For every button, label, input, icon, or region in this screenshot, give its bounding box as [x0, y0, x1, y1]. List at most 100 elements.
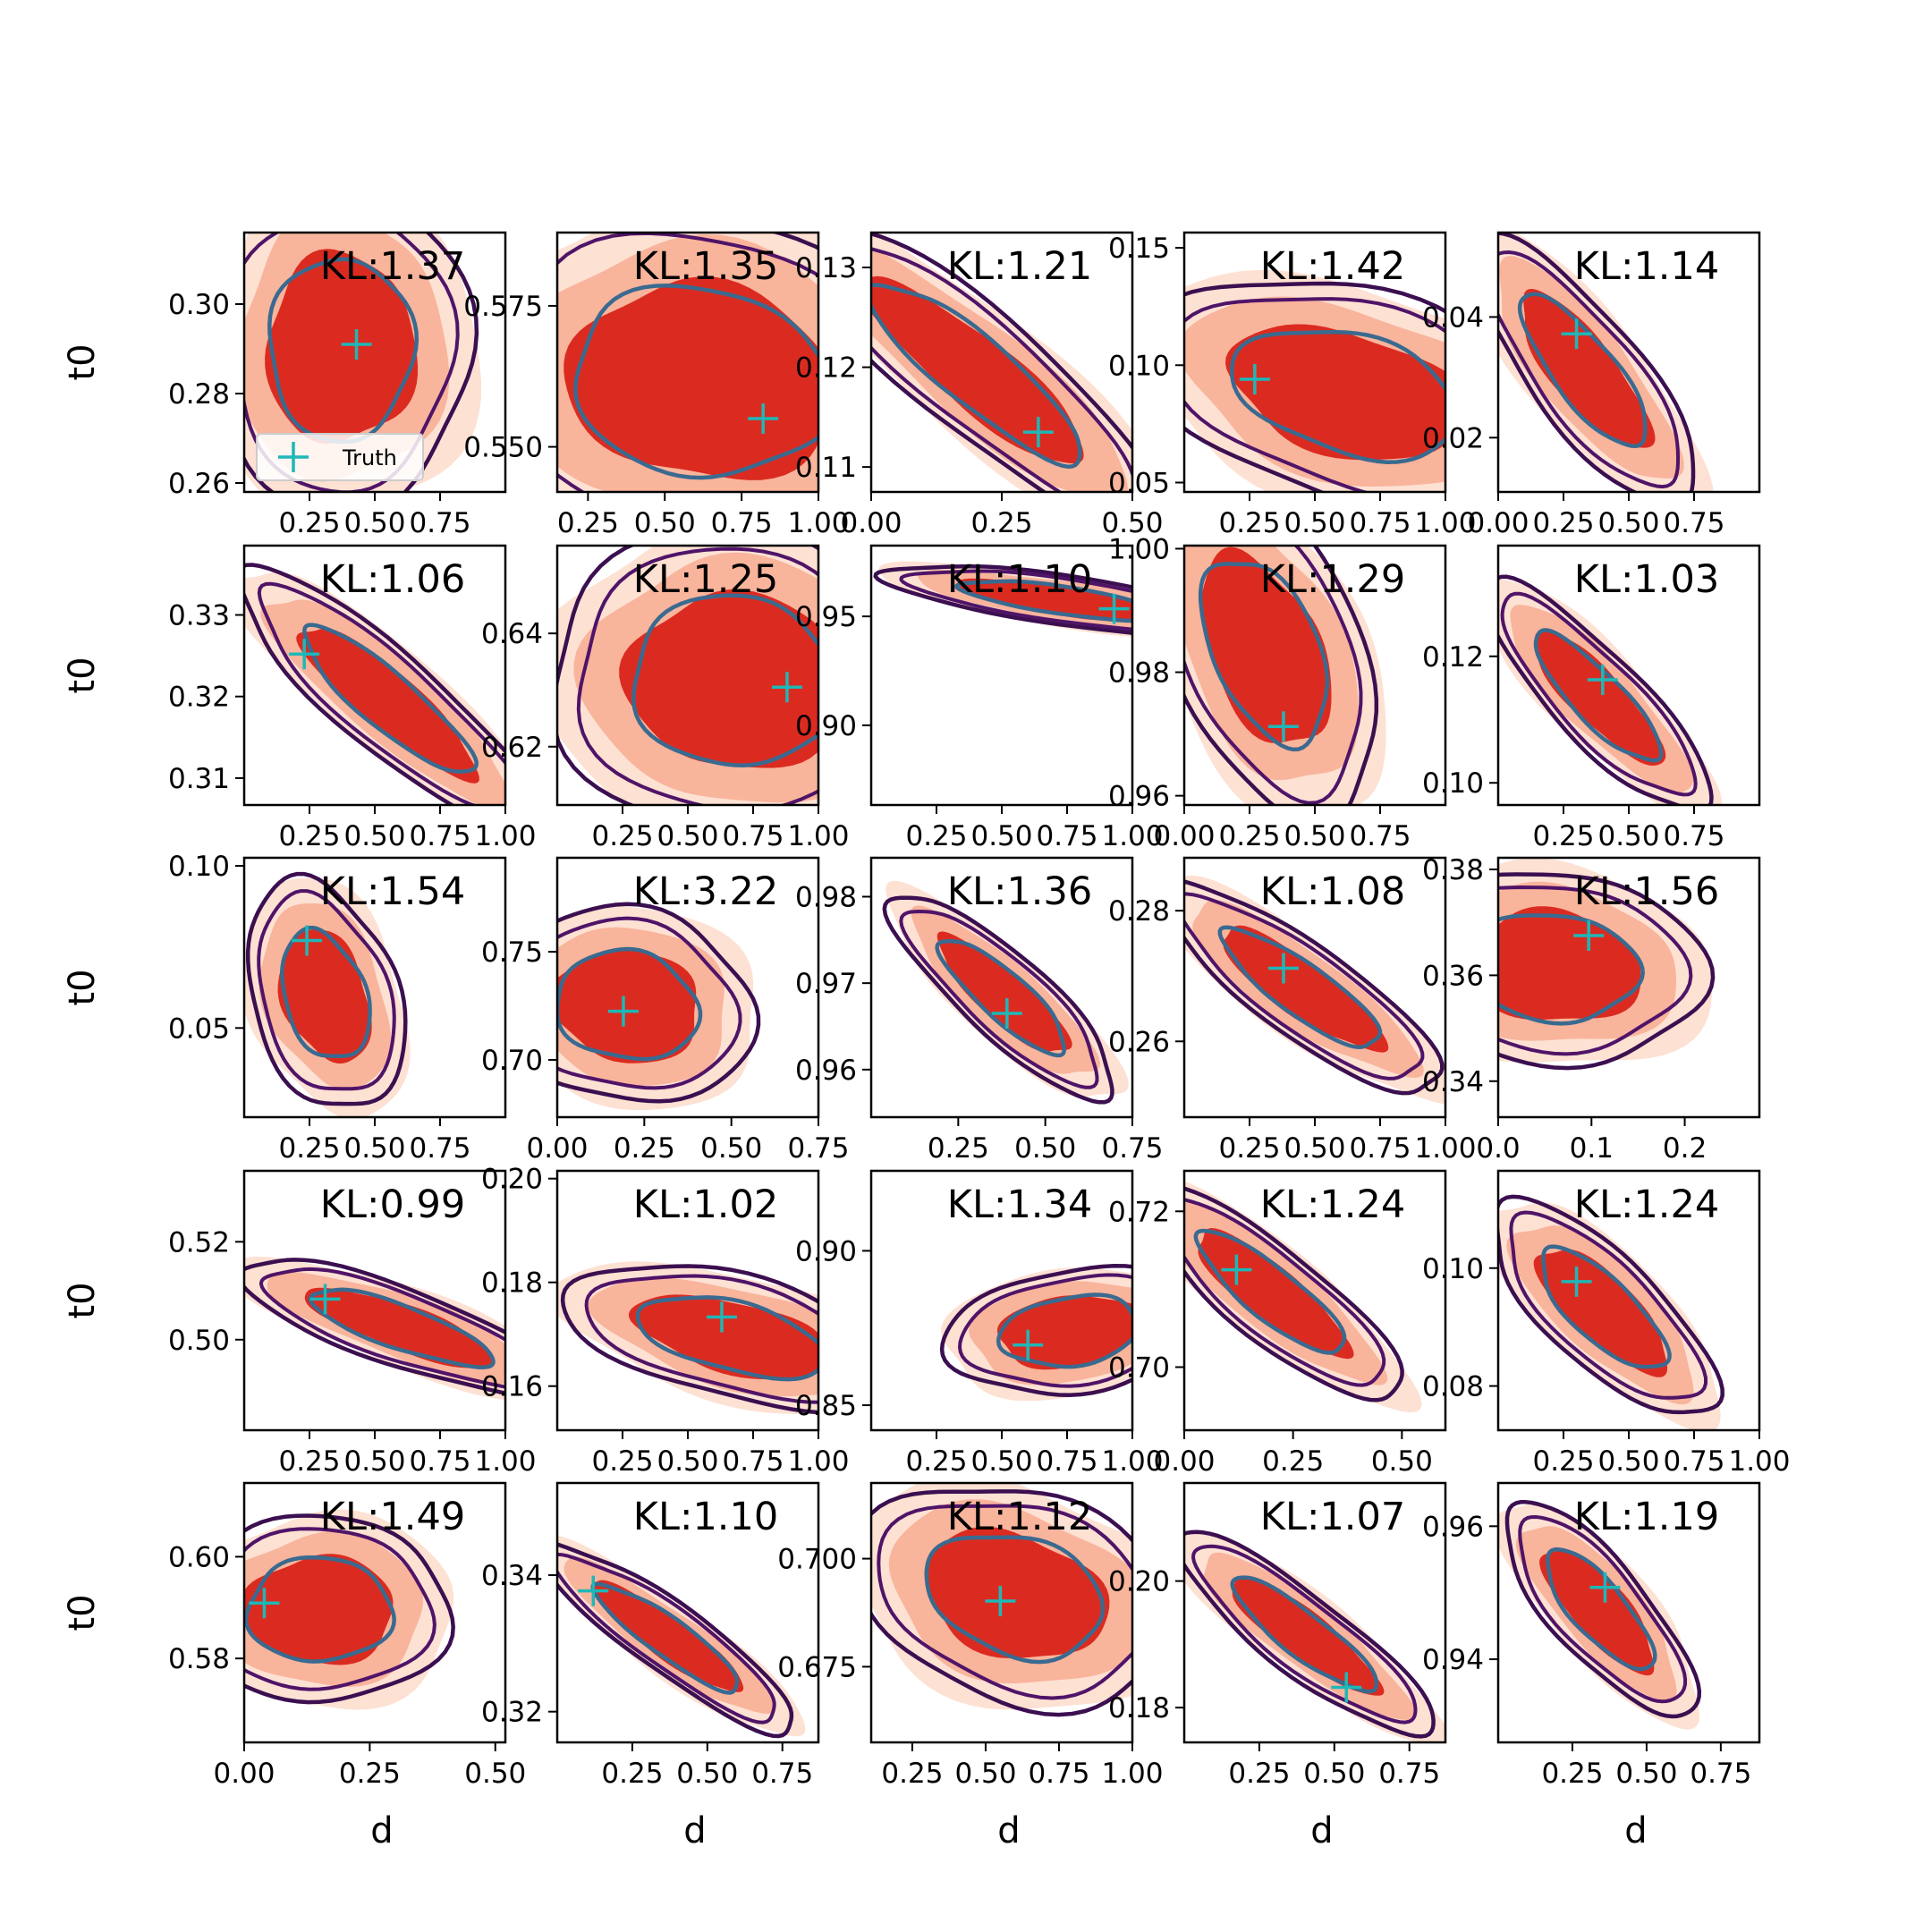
y-tick-label: 0.94: [1422, 1644, 1484, 1676]
panel-title: KL:1.42: [1260, 244, 1405, 289]
contour-line-outer: [244, 1513, 455, 1705]
contour-line-inner: [635, 1295, 818, 1382]
panel-24: 0.25 0.50 0.75 0.18 0.20 KL:1.07 d: [1108, 1481, 1447, 1852]
x-tick-label: 0.50: [343, 1132, 405, 1165]
contour-line-outer: [244, 1258, 505, 1395]
x-tick-label: 0.50: [700, 1132, 762, 1165]
density-fill-inner: [277, 929, 372, 1064]
truth-marker: [706, 1301, 737, 1333]
truth-marker: [1573, 920, 1605, 951]
y-tick-label: 0.18: [1108, 1692, 1170, 1724]
truth-marker: [1561, 1266, 1592, 1297]
y-tick-label: 0.75: [481, 936, 543, 969]
legend-box: [256, 433, 424, 481]
contour-line-outer: [769, 233, 818, 250]
contour-line-inner: [302, 623, 479, 774]
panel-title: KL:0.99: [320, 1182, 465, 1227]
density-fill-inner: [871, 275, 1084, 464]
contour-line-mid: [877, 1504, 1132, 1700]
panel-15: 0.0 0.1 0.2 0.34 0.36 0.38 KL:1.56: [1422, 854, 1761, 1165]
y-tick-label: 0.32: [168, 682, 230, 714]
x-axis-label: d: [1310, 1810, 1333, 1852]
contour-line-outer: [1184, 1186, 1404, 1402]
x-tick-label: 0.25: [905, 820, 967, 852]
contour-line-mid: [1184, 297, 1445, 492]
truth-marker: [309, 1284, 341, 1315]
panel-11: 0.25 0.50 0.75 0.05 0.10 KL:1.54 t0: [62, 851, 507, 1165]
x-tick-label: 0.75: [409, 507, 470, 539]
plot-area: [1498, 574, 1722, 805]
contour-line-outer: [1498, 1194, 1724, 1415]
y-tick-label: 0.05: [168, 1013, 230, 1045]
contour-line-outer: [1504, 1500, 1702, 1719]
x-tick-label: 0.25: [278, 1445, 340, 1478]
x-tick-label: 0.50: [1014, 1132, 1076, 1165]
panel-18: 0.25 0.50 0.75 1.00 0.85 0.90 KL:1.34: [795, 1169, 1164, 1478]
panel-title: KL:1.08: [1260, 869, 1405, 914]
contour-line-inner: [573, 284, 818, 480]
panel-title: KL:1.12: [947, 1495, 1092, 1539]
axes-frame: [1182, 1169, 1447, 1432]
contour-line-outer: [244, 563, 505, 805]
x-tick-label: 0.75: [1690, 1758, 1751, 1790]
y-tick-label: 0.97: [795, 968, 857, 1000]
y-tick-label: 0.30: [168, 289, 230, 321]
contour-line-outer: [1498, 872, 1716, 1071]
x-tick-label: 0.00: [213, 1758, 275, 1790]
axes-frame: [1496, 1481, 1761, 1744]
panel-title: KL:1.02: [633, 1182, 778, 1227]
axes-frame: [869, 1481, 1134, 1744]
x-tick-label: 0.25: [1541, 1758, 1603, 1790]
y-tick-label: 0.12: [1422, 641, 1484, 674]
panel-9: 0.00 0.25 0.50 0.75 0.96 0.98 1.00 KL:1.29: [1108, 533, 1447, 852]
x-tick-label: 1.00: [474, 820, 536, 852]
truth-marker: [985, 1585, 1016, 1616]
y-tick-label: 0.70: [1108, 1352, 1170, 1384]
panel-title: KL:1.56: [1574, 869, 1719, 914]
truth-marker: [292, 925, 323, 956]
y-tick-label: 0.32: [481, 1697, 543, 1729]
panel-title: KL:1.25: [633, 557, 778, 602]
contour-line-inner: [280, 925, 372, 1058]
x-tick-label: 0.75: [751, 1758, 813, 1790]
panel-25: 0.25 0.50 0.75 0.94 0.96 KL:1.19 d: [1422, 1481, 1761, 1852]
x-tick-label: 0.50: [343, 820, 405, 852]
contour-line-outer: [873, 564, 1132, 635]
contour-line-inner: [1217, 925, 1383, 1049]
y-tick-label: 0.96: [1422, 1511, 1484, 1543]
y-tick-label: 0.12: [795, 352, 857, 385]
y-tick-label: 0.10: [1422, 1253, 1484, 1285]
x-tick-label: 0.50: [676, 1758, 738, 1790]
y-tick-label: 0.15: [1108, 233, 1170, 265]
y-tick-label: 0.16: [481, 1371, 543, 1403]
plot-area: [557, 233, 818, 492]
x-tick-label: 0.75: [1028, 1758, 1089, 1790]
panel-title: KL:1.21: [947, 244, 1092, 289]
y-tick-label: 0.11: [795, 452, 857, 484]
contour-line-mid: [958, 1273, 1132, 1388]
y-tick-label: 0.33: [168, 600, 230, 632]
plot-area: [244, 233, 481, 492]
y-tick-label: 0.34: [481, 1560, 543, 1592]
truth-marker: [771, 672, 802, 703]
plot-area: [1498, 858, 1716, 1071]
truth-marker: [249, 1588, 280, 1619]
y-tick-label: 0.58: [168, 1643, 230, 1675]
panel-grid: 0.25 0.50 0.750.260.280.30KL:1.37t0Truth0.…: [62, 231, 1791, 1852]
truth-marker: [1587, 664, 1618, 695]
y-tick-label: 0.02: [1422, 422, 1484, 454]
contour-line-outer: [245, 871, 408, 1106]
truth-marker: [1221, 1254, 1252, 1285]
y-tick-label: 0.10: [1108, 350, 1170, 382]
x-tick-label: 0.50: [1615, 1758, 1677, 1790]
x-axis-label: d: [370, 1810, 393, 1852]
plot-area: [871, 1483, 1132, 1717]
y-axis-label: t0: [62, 343, 103, 380]
plot-area: [939, 1263, 1132, 1402]
x-axis-label: d: [997, 1810, 1020, 1852]
contour-line-inner: [1498, 913, 1645, 1026]
truth-marker: [1267, 711, 1299, 742]
panel-4: 0.25 0.50 0.75 1.00 0.05 0.10 0.15 KL:1.42: [1108, 231, 1477, 539]
plot-area: [557, 1535, 806, 1739]
y-tick-label: 0.550: [463, 432, 543, 464]
